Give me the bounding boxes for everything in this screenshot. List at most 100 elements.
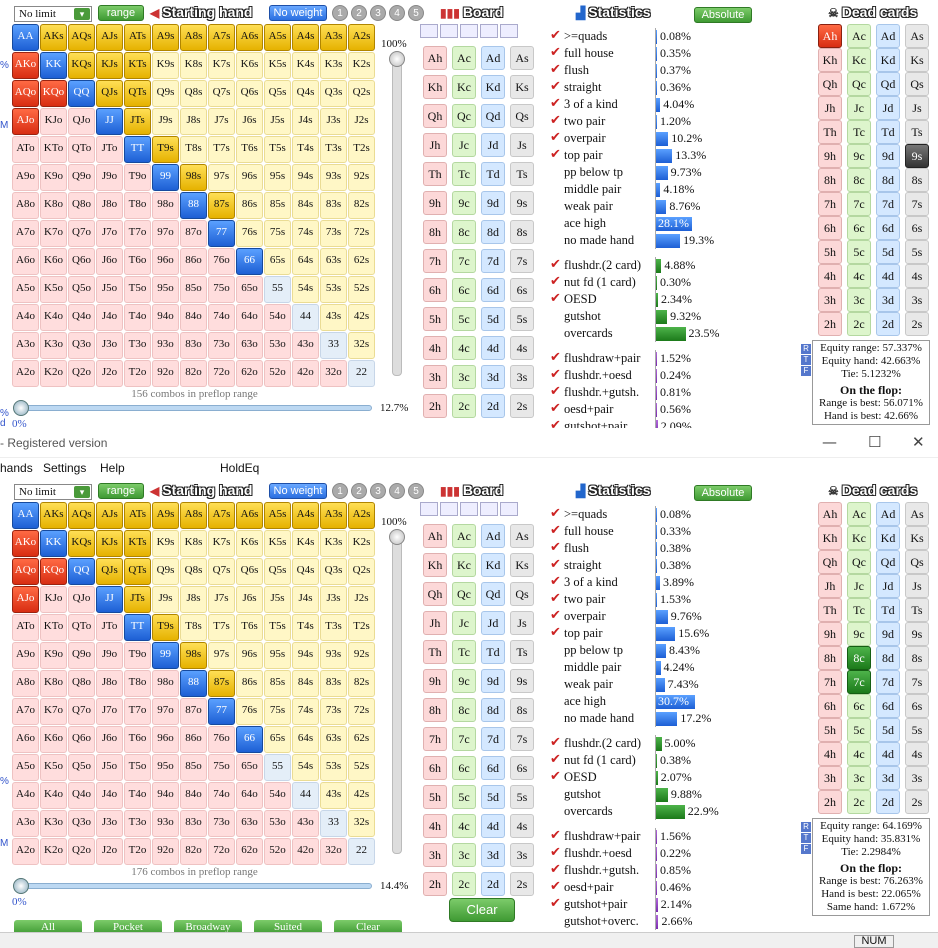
board-card-Qd[interactable]: Qd: [481, 104, 505, 128]
hand-cell-43s[interactable]: 43s: [320, 304, 347, 331]
hand-cell-92s[interactable]: 92s: [348, 642, 375, 669]
hand-cell-K9s[interactable]: K9s: [152, 530, 179, 557]
dead-card-9s[interactable]: 9s: [905, 622, 929, 646]
weight-button-1[interactable]: 1: [332, 483, 348, 499]
dead-card-Jc[interactable]: Jc: [847, 96, 871, 120]
stat-row[interactable]: pp below tp 8.43%: [548, 642, 748, 659]
hand-cell-K4o[interactable]: K4o: [40, 782, 67, 809]
stat-row[interactable]: no made hand 19.3%: [548, 232, 748, 249]
hand-cell-Q3s[interactable]: Q3s: [320, 558, 347, 585]
dead-card-As[interactable]: As: [905, 24, 929, 48]
hand-cell-86o[interactable]: 86o: [180, 248, 207, 275]
check-icon[interactable]: ✔: [550, 401, 561, 416]
board-card-5c[interactable]: 5c: [452, 785, 476, 809]
hand-cell-JJ[interactable]: JJ: [96, 586, 123, 613]
board-card-3h[interactable]: 3h: [423, 365, 447, 389]
hand-cell-T7o[interactable]: T7o: [124, 698, 151, 725]
hand-cell-A5s[interactable]: A5s: [264, 24, 291, 51]
hand-cell-63o[interactable]: 63o: [236, 332, 263, 359]
hand-cell-55[interactable]: 55: [264, 276, 291, 303]
hand-cell-K5s[interactable]: K5s: [264, 530, 291, 557]
hand-cell-KQs[interactable]: KQs: [68, 52, 95, 79]
hand-cell-AJs[interactable]: AJs: [96, 502, 123, 529]
stat-row[interactable]: gutshot 9.32%: [548, 308, 748, 325]
board-card-3h[interactable]: 3h: [423, 843, 447, 867]
dead-card-Ts[interactable]: Ts: [905, 598, 929, 622]
stat-row[interactable]: ace high 28.1%: [548, 215, 748, 232]
hand-cell-73s[interactable]: 73s: [320, 698, 347, 725]
board-card-3c[interactable]: 3c: [452, 843, 476, 867]
hand-cell-88[interactable]: 88: [180, 670, 207, 697]
hand-cell-97o[interactable]: 97o: [152, 698, 179, 725]
hand-cell-52o[interactable]: 52o: [264, 838, 291, 865]
board-card-7c[interactable]: 7c: [452, 727, 476, 751]
hand-cell-T3o[interactable]: T3o: [124, 810, 151, 837]
hand-cell-Q5o[interactable]: Q5o: [68, 754, 95, 781]
check-icon[interactable]: ✔: [550, 735, 561, 750]
dead-card-6h[interactable]: 6h: [818, 694, 842, 718]
hand-cell-K5o[interactable]: K5o: [40, 754, 67, 781]
board-card-4h[interactable]: 4h: [423, 336, 447, 360]
dead-card-8c[interactable]: 8c: [847, 168, 871, 192]
hand-cell-A5s[interactable]: A5s: [264, 502, 291, 529]
hand-cell-72s[interactable]: 72s: [348, 220, 375, 247]
stat-row[interactable]: ✔ flushdr.(2 card) 5.00%: [548, 735, 748, 752]
hand-cell-K7o[interactable]: K7o: [40, 698, 67, 725]
dead-card-3c[interactable]: 3c: [847, 766, 871, 790]
hand-cell-AQo[interactable]: AQo: [12, 558, 39, 585]
hand-cell-K5s[interactable]: K5s: [264, 52, 291, 79]
board-card-6s[interactable]: 6s: [510, 278, 534, 302]
board-card-9d[interactable]: 9d: [481, 191, 505, 215]
hand-cell-85o[interactable]: 85o: [180, 276, 207, 303]
hand-cell-QTs[interactable]: QTs: [124, 558, 151, 585]
hand-cell-Q3o[interactable]: Q3o: [68, 810, 95, 837]
stat-row[interactable]: ✔ straight 0.36%: [548, 79, 748, 96]
board-card-8s[interactable]: 8s: [510, 698, 534, 722]
stat-row[interactable]: ✔ full house 0.33%: [548, 523, 748, 540]
stat-row[interactable]: ✔ overpair 10.2%: [548, 130, 748, 147]
dead-card-8s[interactable]: 8s: [905, 646, 929, 670]
hand-cell-98s[interactable]: 98s: [180, 164, 207, 191]
stat-row[interactable]: gutshot 9.88%: [548, 786, 748, 803]
board-card-6c[interactable]: 6c: [452, 278, 476, 302]
hand-cell-K2s[interactable]: K2s: [348, 530, 375, 557]
stat-row[interactable]: ✔ top pair 13.3%: [548, 147, 748, 164]
dead-card-8c[interactable]: 8c: [847, 646, 871, 670]
hand-cell-Q9o[interactable]: Q9o: [68, 642, 95, 669]
check-icon[interactable]: ✔: [550, 769, 561, 784]
hand-cell-98s[interactable]: 98s: [180, 642, 207, 669]
dead-card-5s[interactable]: 5s: [905, 718, 929, 742]
board-slot[interactable]: [460, 24, 478, 38]
hand-cell-94o[interactable]: 94o: [152, 304, 179, 331]
dead-card-5d[interactable]: 5d: [876, 240, 900, 264]
check-icon[interactable]: ✔: [550, 896, 561, 911]
board-card-4s[interactable]: 4s: [510, 336, 534, 360]
hand-cell-AA[interactable]: AA: [12, 502, 39, 529]
stat-row[interactable]: ✔ 3 of a kind 4.04%: [548, 96, 748, 113]
hand-cell-A3o[interactable]: A3o: [12, 810, 39, 837]
hand-cell-Q7s[interactable]: Q7s: [208, 80, 235, 107]
dead-card-7h[interactable]: 7h: [818, 192, 842, 216]
dead-card-Tc[interactable]: Tc: [847, 120, 871, 144]
dead-card-Qd[interactable]: Qd: [876, 72, 900, 96]
hand-cell-A3o[interactable]: A3o: [12, 332, 39, 359]
hand-cell-64o[interactable]: 64o: [236, 304, 263, 331]
stat-row[interactable]: no made hand 17.2%: [548, 710, 748, 727]
hand-cell-KJs[interactable]: KJs: [96, 530, 123, 557]
check-icon[interactable]: ✔: [550, 625, 561, 640]
hand-cell-J5s[interactable]: J5s: [264, 108, 291, 135]
board-card-Jd[interactable]: Jd: [481, 133, 505, 157]
board-card-Ks[interactable]: Ks: [510, 75, 534, 99]
hand-cell-76s[interactable]: 76s: [236, 698, 263, 725]
hand-cell-J2s[interactable]: J2s: [348, 586, 375, 613]
weight-button-3[interactable]: 3: [370, 5, 386, 21]
hand-cell-Q5s[interactable]: Q5s: [264, 558, 291, 585]
check-icon[interactable]: ✔: [550, 45, 561, 60]
hand-cell-Q2o[interactable]: Q2o: [68, 360, 95, 387]
hand-cell-K8o[interactable]: K8o: [40, 192, 67, 219]
hand-cell-K5o[interactable]: K5o: [40, 276, 67, 303]
hand-cell-Q8o[interactable]: Q8o: [68, 670, 95, 697]
dead-card-Jc[interactable]: Jc: [847, 574, 871, 598]
hand-cell-Q2s[interactable]: Q2s: [348, 558, 375, 585]
hand-cell-22[interactable]: 22: [348, 360, 375, 387]
